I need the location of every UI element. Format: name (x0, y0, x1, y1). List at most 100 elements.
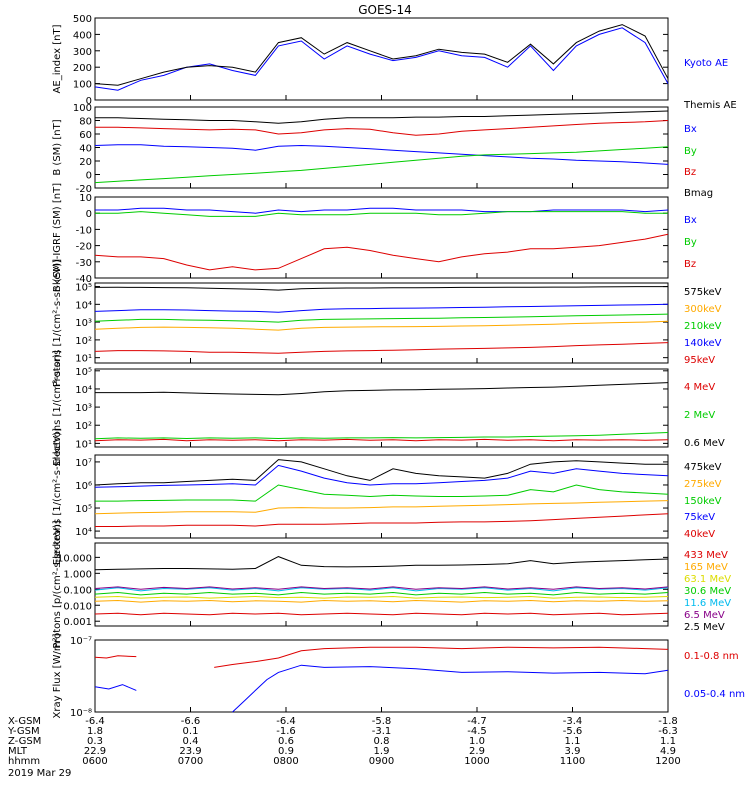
legend-entry: 475keV (684, 462, 722, 473)
legend-entry: Bmag (684, 188, 713, 199)
series-line-2-MeV (94, 432, 669, 440)
x-table-value: -5.8 (372, 716, 392, 727)
series-line-75keV (94, 464, 669, 488)
x-table-value: -6.4 (276, 716, 296, 727)
legend-entry: 75keV (684, 512, 715, 523)
x-table-row-label: hhmm (8, 756, 40, 767)
legend-entry: 433 MeV (684, 550, 728, 561)
series-line-0.1-0.8-nm (94, 655, 137, 659)
x-table-row-label: X-GSM (8, 716, 41, 727)
y-tick-label: 10⁴ (75, 385, 92, 396)
y-tick-label: 10² (75, 421, 92, 432)
y-tick-label: 10⁶ (75, 481, 92, 492)
x-table-value: 0.4 (183, 736, 199, 747)
panel-2: -20 0 20 40 60 80 100 B (SM) [nT] Bx By Bz Bmag (52, 103, 713, 199)
y-tick-label: 80 (79, 117, 92, 128)
series-line-150keV (95, 484, 669, 502)
x-table-value: 22.9 (84, 746, 106, 757)
series-line-Bz (95, 120, 669, 136)
y-tick-label: 20 (79, 157, 92, 168)
legend-entry: By (684, 237, 697, 248)
panel-4: 10¹ 10² 10³ 10⁴ 10⁵ Protons [1/(cm²-s-sr-keV)… (52, 259, 722, 387)
series-line-By (94, 146, 669, 184)
legend-entry: Bz (684, 167, 696, 178)
y-axis-label: Protons [p/(cm²-s-sr-keV)] (52, 520, 63, 648)
y-axis-label: AE_index [nT] (52, 24, 63, 93)
x-table-value: 1100 (560, 756, 585, 767)
legend-entry: 95keV (684, 355, 715, 366)
legend-entry: 210keV (684, 321, 722, 332)
y-tick-label: 60 (79, 130, 92, 141)
panel-frame (94, 639, 669, 713)
legend-entry: 11.6 MeV (684, 598, 731, 609)
series-line-4-MeV (94, 438, 669, 442)
y-axis-label: Xray Flux [W/m²] (52, 633, 63, 718)
series-line-By (95, 211, 668, 217)
series-line-475keV (94, 459, 668, 486)
legend-entry: 40keV (684, 529, 715, 540)
series-line-95keV (94, 342, 669, 354)
x-axis-table: X-GSM -6.4 -6.6 -6.4 -5.8 -4.7 -3.4 -1.8 Y-GSM 1.… (7, 716, 681, 779)
series-line-0.1-0.8-nm (214, 646, 669, 668)
x-table-value: 1.8 (87, 726, 103, 737)
y-axis-label: B (SM)-IGRF (SM) [nT] (52, 183, 63, 292)
y-tick-label: 0 (86, 171, 92, 182)
series-line-Bz (94, 233, 669, 271)
series-line-0.05-0.4-nm (94, 684, 137, 691)
legend-entry: 150keV (684, 496, 722, 507)
series-line-165-MeV (94, 599, 669, 603)
y-tick-label: 0.010 (63, 601, 92, 612)
x-table-row-label: MLT (8, 746, 28, 757)
legend-entry: Themis AE (683, 100, 737, 111)
y-axis-label: Protons [1/(cm²-s-sr-keV)] (52, 259, 63, 387)
y-tick-label: 100 (73, 80, 92, 91)
x-table-value: -4.5 (467, 726, 487, 737)
y-tick-label: -30 (76, 258, 92, 269)
y-tick-label: 0.001 (63, 617, 92, 628)
y-tick-label: -20 (76, 184, 92, 195)
y-tick-label: 10⁵ (75, 367, 92, 378)
panel-3: -40 -30 -20 -10 0 10 B (SM)-IGRF (SM) [nT] Bx By… (52, 183, 697, 292)
y-tick-label: 10⁻⁸ (70, 708, 92, 719)
legend-entry: 30.6 MeV (684, 586, 731, 597)
series-line-433-MeV (94, 612, 669, 616)
x-table-value: 1.9 (374, 746, 390, 757)
x-table-row-label: Y-GSM (7, 726, 40, 737)
x-table-value: 0800 (273, 756, 298, 767)
x-table-value: 23.9 (179, 746, 201, 757)
legend-entry: 275keV (684, 479, 722, 490)
y-tick-label: 10⁴ (75, 300, 92, 311)
x-table-value: -1.8 (658, 716, 678, 727)
x-table-value: -1.6 (276, 726, 296, 737)
legend-entry: 63.1 MeV (684, 574, 731, 585)
x-table-value: 1000 (464, 756, 489, 767)
series-line-210keV (94, 313, 669, 323)
legend-entry: 2 MeV (684, 410, 715, 421)
y-tick-label: 10³ (75, 403, 92, 414)
series-line-30.6-MeV (94, 591, 669, 596)
x-table-value: -6.4 (85, 716, 105, 727)
legend-entry: By (684, 146, 697, 157)
x-table-value: 4.9 (660, 746, 676, 757)
series-line-275keV (94, 500, 669, 515)
series-line-0.05-0.4-nm (232, 664, 669, 713)
x-table-value: 1.1 (660, 736, 676, 747)
y-tick-label: 200 (73, 63, 92, 74)
series-line-Bx (94, 144, 669, 165)
legend-entry: 300keV (684, 304, 722, 315)
series-line-575keV (94, 286, 668, 291)
x-table-value: 0700 (178, 756, 203, 767)
date-label: 2019 Mar 29 (8, 768, 71, 779)
legend-entry: 4 MeV (684, 382, 715, 393)
series-line-300keV (94, 320, 669, 331)
y-tick-label: 10³ (75, 318, 92, 329)
y-tick-label: 10⁵ (75, 504, 92, 515)
y-tick-label: 0 (86, 209, 92, 220)
y-tick-label: 10¹ (75, 354, 92, 365)
y-axis-label: B (SM) [nT] (52, 119, 63, 175)
x-table-value: -6.3 (658, 726, 678, 737)
